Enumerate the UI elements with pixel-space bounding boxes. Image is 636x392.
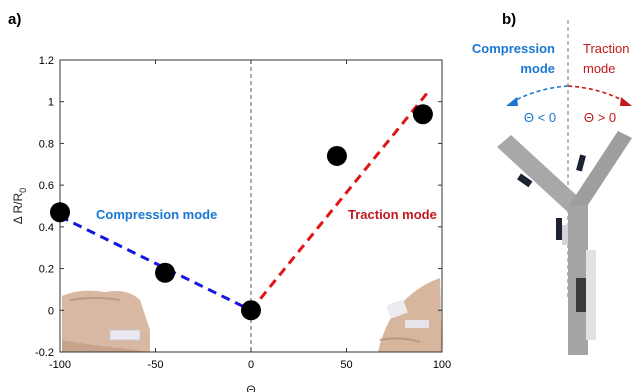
traction-arc	[567, 85, 627, 103]
wrist-photo-right	[378, 278, 442, 352]
traction-mode-annotation: Traction mode	[348, 207, 437, 222]
x-tick-label: -50	[148, 359, 164, 371]
x-tick-label: 50	[340, 359, 352, 371]
x-tick-label: 0	[248, 359, 254, 371]
data-point	[155, 262, 176, 283]
mode-diagram: Compression mode Traction mode Θ < 0 Θ >…	[472, 20, 632, 355]
data-point	[241, 300, 261, 321]
y-tick-label: 0.6	[39, 180, 54, 192]
compression-mode-annotation: Compression mode	[96, 207, 217, 222]
panel-a-label: a)	[8, 11, 21, 28]
y-shaped-sensor-illustration	[497, 131, 632, 355]
y-tick-label: 0.2	[39, 264, 54, 276]
traction-arrowhead	[620, 97, 632, 106]
y-tick-label: 1.2	[39, 55, 54, 67]
y-tick-label: 1	[48, 97, 54, 109]
traction-mode-line2: mode	[583, 61, 616, 76]
theta-positive-label: Θ > 0	[584, 110, 616, 125]
compression-mode-line2: mode	[520, 61, 555, 76]
y-tick-label: 0.8	[39, 138, 54, 150]
data-point	[326, 145, 347, 166]
x-axis-label: Θ	[246, 383, 255, 392]
y-tick-label: 0.4	[39, 222, 54, 234]
axis-ticks	[59, 59, 443, 353]
y-tick-labels: -0.2 0 0.2 0.4 0.6 0.8 1 1.2	[35, 55, 54, 359]
compression-arrowhead	[506, 97, 518, 106]
data-point	[50, 202, 70, 223]
traction-mode-line1: Traction	[583, 41, 629, 56]
traction-fit-line	[249, 90, 430, 312]
y-tick-label: 0	[48, 305, 54, 317]
panel-b-label: b)	[502, 11, 516, 28]
y-tick-label: -0.2	[35, 347, 54, 359]
chart: -100 -50 0 50 100 -0.2 0 0.2 0.4 0.6 0.8 1 1.2 Comp…	[11, 55, 451, 392]
compression-arc	[511, 85, 569, 103]
x-tick-label: 100	[433, 359, 451, 371]
x-tick-label: -100	[49, 359, 71, 371]
compression-fit-line	[59, 215, 252, 312]
y-axis-label: Δ R/R0	[11, 188, 28, 224]
data-points	[50, 104, 433, 321]
theta-negative-label: Θ < 0	[524, 110, 556, 125]
data-point	[412, 104, 433, 125]
compression-mode-line1: Compression	[472, 41, 555, 56]
x-tick-labels: -100 -50 0 50 100	[49, 359, 451, 371]
fit-lines	[59, 90, 430, 312]
wrist-photo-left	[62, 290, 150, 352]
